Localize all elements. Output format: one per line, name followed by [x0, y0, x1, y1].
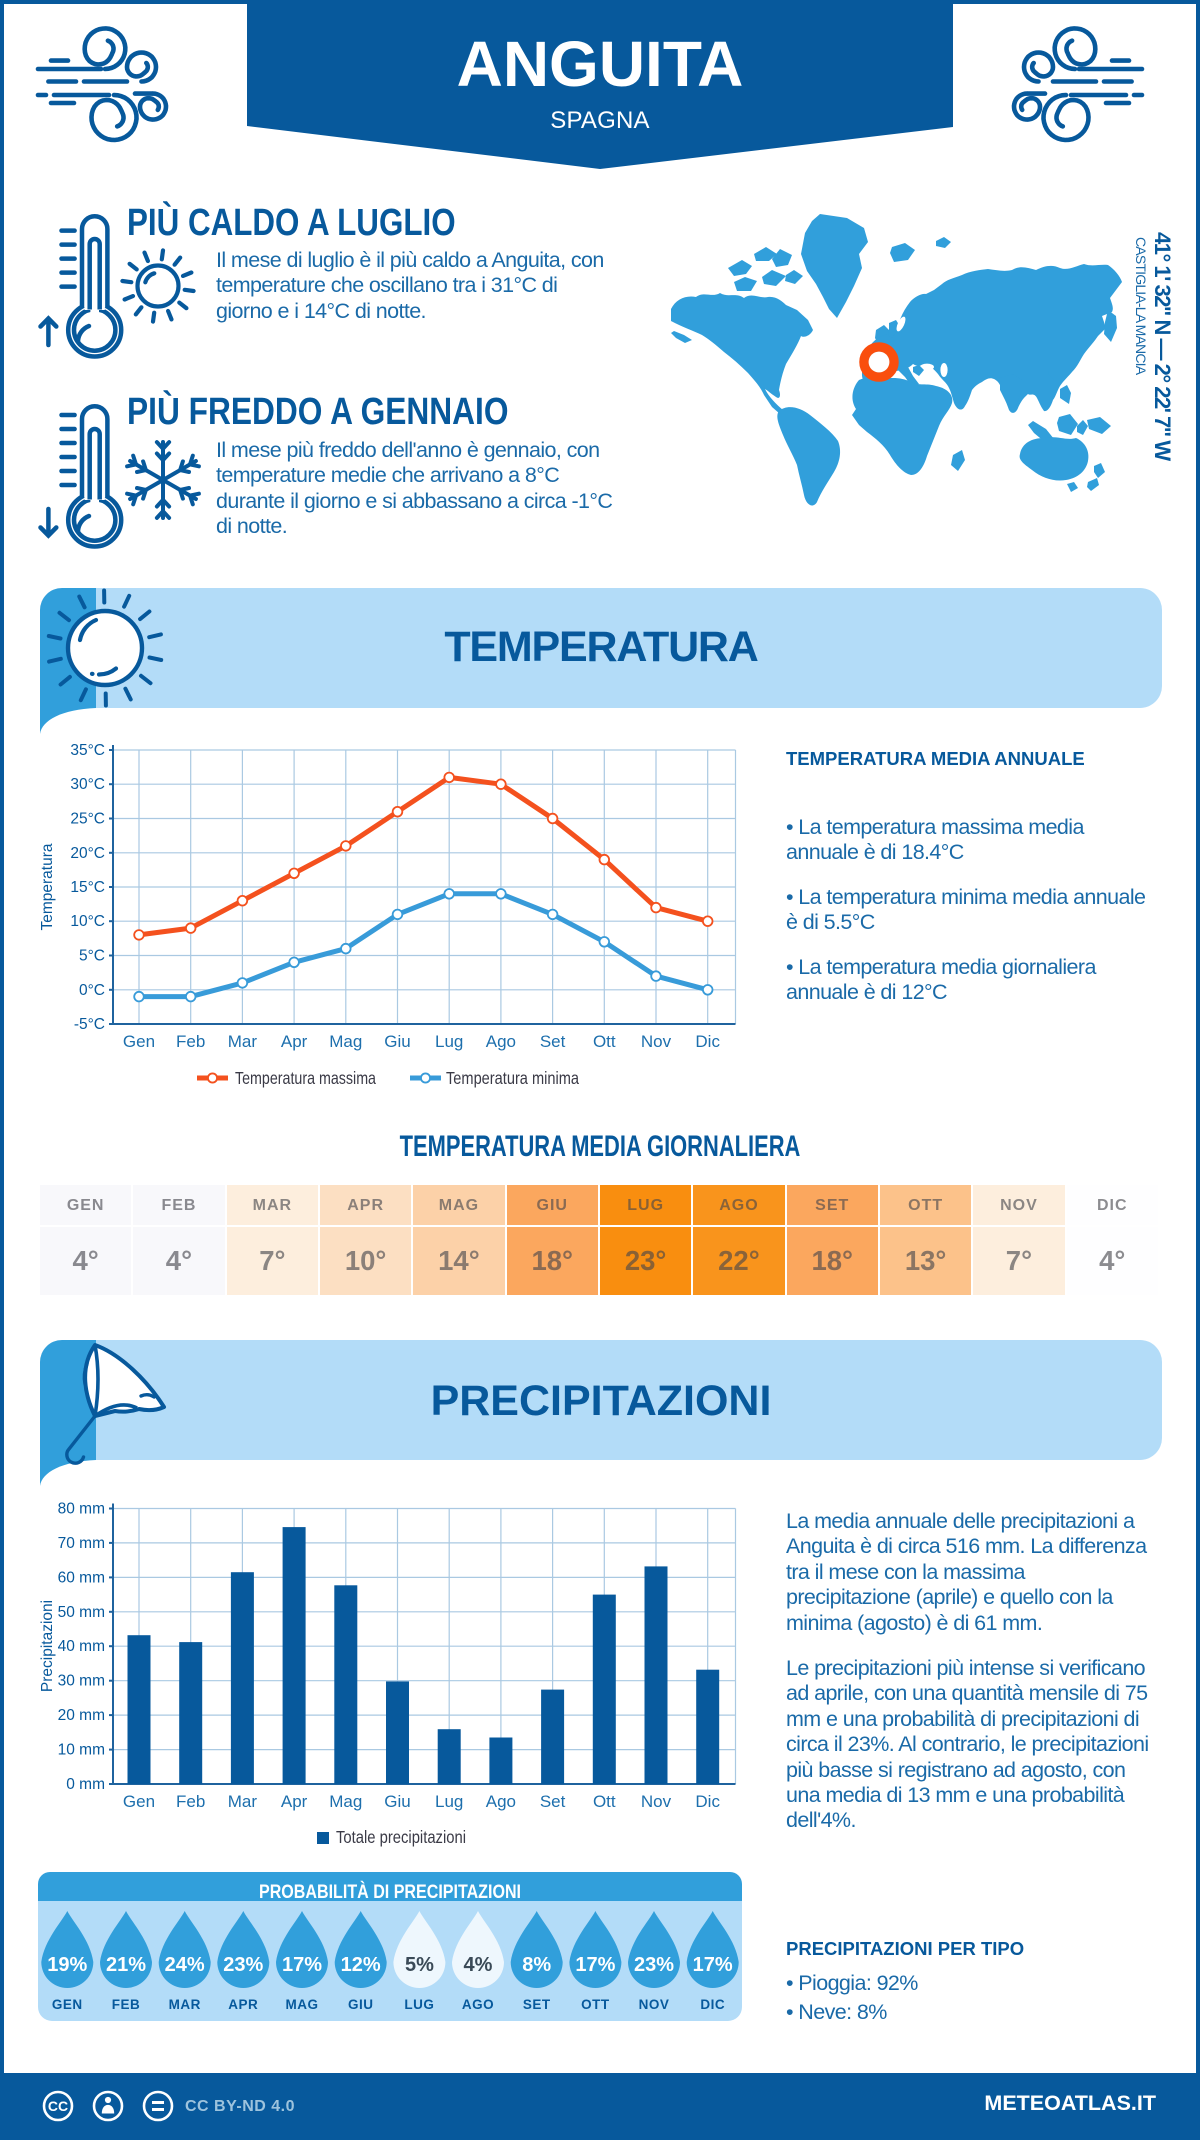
- svg-text:30 mm: 30 mm: [58, 1673, 105, 1690]
- svg-text:0°C: 0°C: [79, 982, 105, 999]
- svg-text:Ott: Ott: [593, 1032, 616, 1051]
- svg-text:AGO: AGO: [462, 1997, 494, 2012]
- svg-text:Dic: Dic: [695, 1032, 720, 1051]
- svg-text:Apr: Apr: [281, 1792, 308, 1811]
- svg-text:17%: 17%: [575, 1954, 615, 1976]
- svg-text:CC: CC: [48, 2098, 68, 2114]
- svg-text:-5°C: -5°C: [74, 1016, 105, 1033]
- svg-text:Apr: Apr: [281, 1032, 308, 1051]
- svg-text:8%: 8%: [522, 1954, 551, 1976]
- svg-text:5°C: 5°C: [79, 948, 105, 965]
- svg-text:23%: 23%: [634, 1954, 674, 1976]
- svg-text:Dic: Dic: [695, 1792, 720, 1811]
- svg-text:DIC: DIC: [700, 1997, 725, 2012]
- svg-text:Set: Set: [540, 1032, 566, 1051]
- svg-text:GEN: GEN: [52, 1997, 83, 2012]
- svg-text:40 mm: 40 mm: [58, 1638, 105, 1655]
- svg-text:19%: 19%: [47, 1954, 87, 1976]
- svg-text:Lug: Lug: [435, 1032, 463, 1051]
- svg-text:Giu: Giu: [384, 1792, 410, 1811]
- svg-text:70 mm: 70 mm: [58, 1535, 105, 1552]
- svg-text:25°C: 25°C: [70, 811, 105, 828]
- svg-text:60 mm: 60 mm: [58, 1569, 105, 1586]
- svg-text:10°C: 10°C: [70, 913, 105, 930]
- svg-text:MAG: MAG: [286, 1997, 319, 2012]
- svg-text:Ago: Ago: [486, 1032, 516, 1051]
- svg-text:Set: Set: [540, 1792, 566, 1811]
- svg-text:Feb: Feb: [176, 1792, 205, 1811]
- svg-text:21%: 21%: [106, 1954, 146, 1976]
- svg-text:24%: 24%: [165, 1954, 205, 1976]
- svg-text:FEB: FEB: [112, 1997, 141, 2012]
- svg-text:Nov: Nov: [641, 1032, 672, 1051]
- svg-text:PROBABILITÀ DI PRECIPITAZIONI: PROBABILITÀ DI PRECIPITAZIONI: [259, 1881, 521, 1903]
- svg-text:30°C: 30°C: [70, 776, 105, 793]
- svg-text:0 mm: 0 mm: [66, 1776, 105, 1793]
- svg-text:4%: 4%: [464, 1954, 493, 1976]
- svg-text:Giu: Giu: [384, 1032, 410, 1051]
- svg-text:Mar: Mar: [228, 1792, 258, 1811]
- svg-text:5%: 5%: [405, 1954, 434, 1976]
- svg-text:10 mm: 10 mm: [58, 1742, 105, 1759]
- svg-text:12%: 12%: [341, 1954, 381, 1976]
- svg-text:35°C: 35°C: [70, 742, 105, 759]
- svg-text:Mar: Mar: [228, 1032, 258, 1051]
- svg-text:Mag: Mag: [329, 1032, 362, 1051]
- svg-text:15°C: 15°C: [70, 879, 105, 896]
- svg-text:17%: 17%: [693, 1954, 733, 1976]
- svg-text:Feb: Feb: [176, 1032, 205, 1051]
- svg-text:GIU: GIU: [348, 1997, 374, 2012]
- svg-text:Mag: Mag: [329, 1792, 362, 1811]
- svg-text:APR: APR: [228, 1997, 258, 2012]
- svg-text:MAR: MAR: [169, 1997, 201, 2012]
- svg-text:Gen: Gen: [123, 1032, 155, 1051]
- svg-text:OTT: OTT: [581, 1997, 610, 2012]
- svg-text:80 mm: 80 mm: [58, 1501, 105, 1518]
- svg-text:NOV: NOV: [639, 1997, 670, 2012]
- svg-text:20 mm: 20 mm: [58, 1707, 105, 1724]
- svg-text:20°C: 20°C: [70, 845, 105, 862]
- svg-text:17%: 17%: [282, 1954, 322, 1976]
- svg-text:50 mm: 50 mm: [58, 1604, 105, 1621]
- svg-text:Lug: Lug: [435, 1792, 463, 1811]
- svg-text:Ago: Ago: [486, 1792, 516, 1811]
- svg-text:SET: SET: [523, 1997, 551, 2012]
- svg-text:Temperatura minima: Temperatura minima: [446, 1068, 579, 1088]
- svg-text:Nov: Nov: [641, 1792, 672, 1811]
- svg-text:Gen: Gen: [123, 1792, 155, 1811]
- svg-text:LUG: LUG: [404, 1997, 434, 2012]
- svg-text:Totale precipitazioni: Totale precipitazioni: [336, 1827, 466, 1847]
- svg-text:23%: 23%: [223, 1954, 263, 1976]
- svg-text:Precipitazioni: Precipitazioni: [40, 1600, 56, 1692]
- svg-text:Ott: Ott: [593, 1792, 616, 1811]
- svg-text:Temperatura: Temperatura: [40, 843, 56, 930]
- svg-text:Temperatura massima: Temperatura massima: [235, 1068, 376, 1088]
